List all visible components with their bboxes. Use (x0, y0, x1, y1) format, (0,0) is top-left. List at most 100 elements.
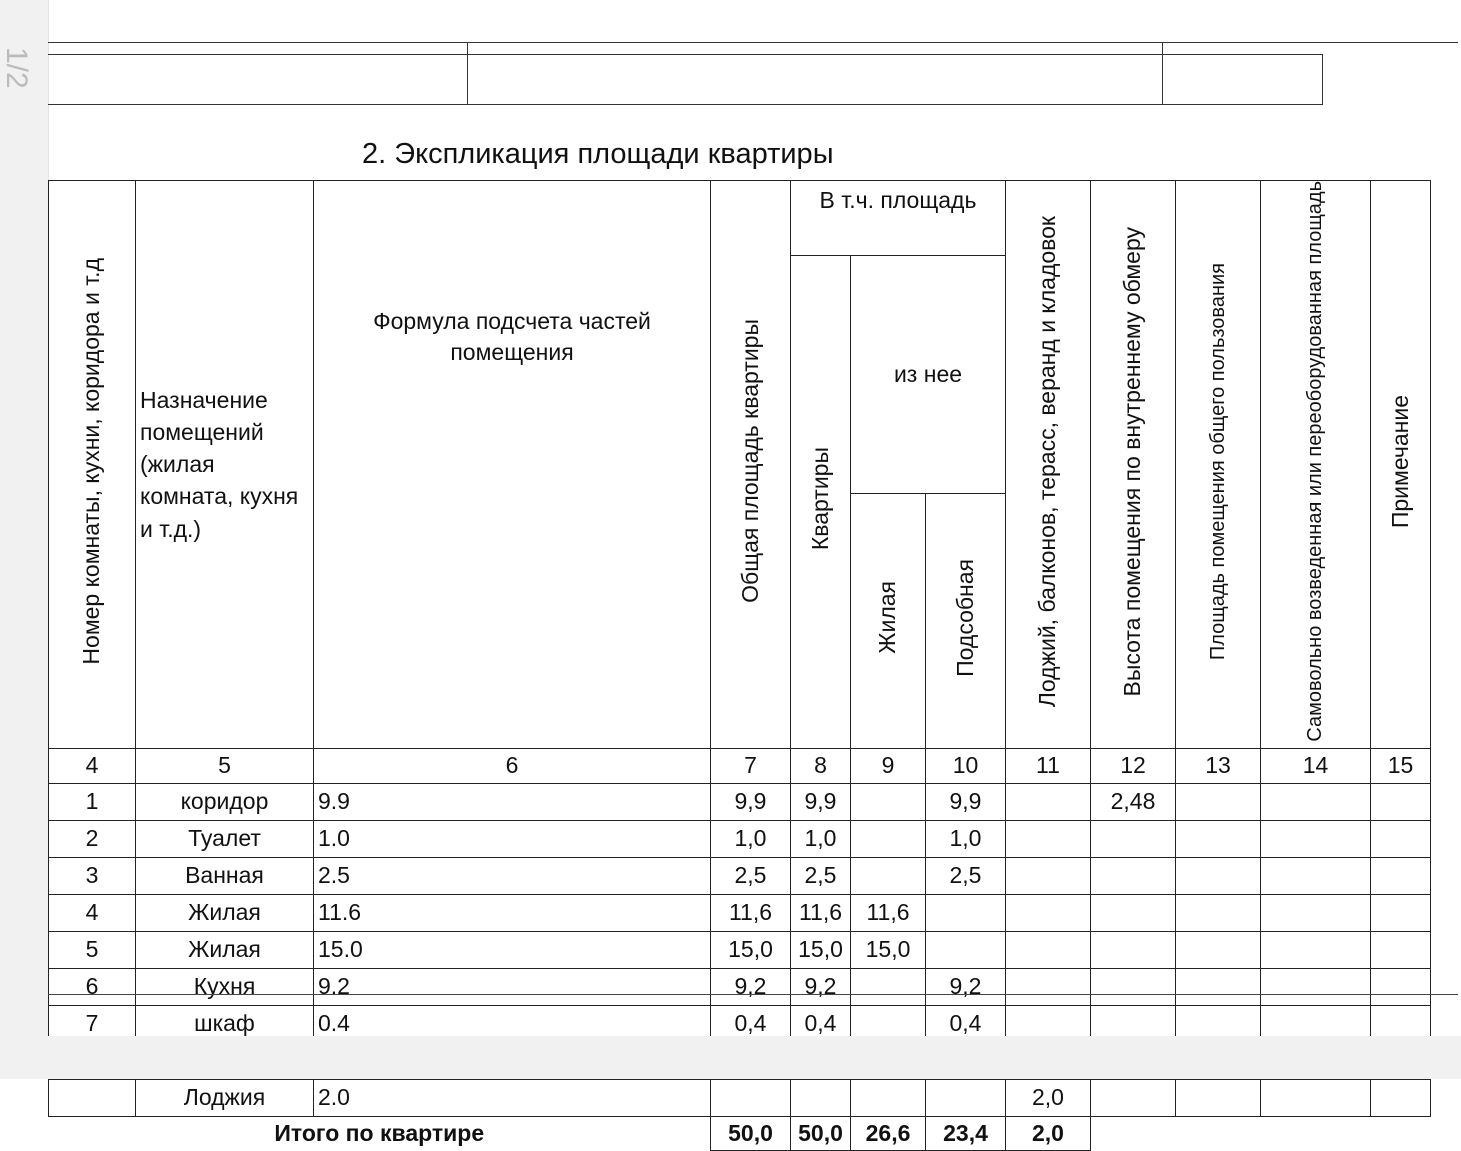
empty-cell (1370, 1115, 1431, 1151)
table-cell: Кухня (135, 967, 314, 1006)
table-cell: 15,0 (790, 930, 851, 969)
table-cell: 2,0 (1005, 1078, 1091, 1117)
table-cell (1260, 819, 1371, 858)
table-cell (925, 893, 1006, 932)
header-loggias: Лоджий, балконов, терасс, веранд и кладо… (1005, 180, 1091, 749)
table-cell: 11.6 (313, 893, 711, 932)
empty-cell (1175, 1115, 1261, 1151)
table-cell (790, 1078, 851, 1117)
total-value: 2,0 (1005, 1115, 1091, 1151)
table-cell (1260, 893, 1371, 932)
total-value: 23,4 (925, 1115, 1006, 1151)
table-cell (1090, 893, 1176, 932)
table-cell: 2 (48, 819, 136, 858)
header-total-area: Общая площадь квартиры (710, 180, 791, 749)
total-value: 50,0 (710, 1115, 791, 1151)
column-number: 9 (850, 747, 926, 784)
total-value: 26,6 (850, 1115, 926, 1151)
column-number: 15 (1370, 747, 1431, 784)
table-cell (1260, 930, 1371, 969)
table-cell: 4 (48, 893, 136, 932)
table-row: 5 Жилая 15.0 15,0 15,0 15,0 (48, 930, 1431, 969)
table-cell (1005, 819, 1091, 858)
table-cell (1090, 930, 1176, 969)
table-cell: 9.9 (313, 782, 711, 821)
table-cell (710, 1078, 791, 1117)
table-cell (1260, 1078, 1371, 1117)
previous-table-fragment (48, 42, 1458, 105)
header-living: Жилая (850, 492, 926, 749)
table-cell (925, 930, 1006, 969)
table-cell: 15.0 (313, 930, 711, 969)
table-cell: Жилая (135, 893, 314, 932)
table-row: Лоджия 2.0 2,0 (48, 1078, 1431, 1117)
table-cell: 15,0 (850, 930, 926, 969)
table-cell: 11,6 (790, 893, 851, 932)
table-cell: 11,6 (850, 893, 926, 932)
table-cell: 9,9 (925, 782, 1006, 821)
table-cell: 15,0 (710, 930, 791, 969)
table-cell: 9.2 (313, 967, 711, 1006)
table-cell (1175, 930, 1261, 969)
table-row: 1 коридор 9.9 9,9 9,9 9,9 2,48 (48, 782, 1431, 821)
table-cell: 1,0 (790, 819, 851, 858)
table-row: 2 Туалет 1.0 1,0 1,0 1,0 (48, 819, 1431, 858)
table-cell (1090, 819, 1176, 858)
table-cell (1370, 893, 1431, 932)
header-unauthorized-area: Самовольно возведенная или переоборудова… (1260, 180, 1371, 749)
table-cell (1175, 856, 1261, 895)
table-cell: 6 (48, 967, 136, 1006)
table-cell (1370, 1078, 1431, 1117)
table-cell: 9,2 (790, 967, 851, 1006)
header-apartment: Квартиры (790, 255, 851, 749)
header-note: Примечание (1370, 180, 1431, 749)
header-purpose: Назначение помещений (жилая комната, кух… (135, 180, 314, 749)
column-number: 8 (790, 747, 851, 784)
viewer-side-strip: 1/2 (0, 0, 49, 1079)
empty-cell (1090, 1115, 1176, 1151)
table-cell: коридор (135, 782, 314, 821)
table-cell: 9,2 (925, 967, 1006, 1006)
table-cell: 2.0 (313, 1078, 711, 1117)
column-number: 7 (710, 747, 791, 784)
table-cell (1175, 782, 1261, 821)
table-cell (1370, 930, 1431, 969)
table-cell: 11,6 (710, 893, 791, 932)
column-number: 11 (1005, 747, 1091, 784)
header-including-area: В т.ч. площадь (790, 180, 1006, 256)
table-cell (1370, 819, 1431, 858)
table-cell (850, 819, 926, 858)
table-cell (1005, 856, 1091, 895)
column-number: 4 (48, 747, 136, 784)
column-number: 14 (1260, 747, 1371, 784)
table-cell (850, 856, 926, 895)
table-cell (1005, 930, 1091, 969)
table-row: 4 Жилая 11.6 11,6 11,6 11,6 (48, 893, 1431, 932)
column-number-row: 4 5 6 7 8 9 10 11 12 13 14 15 (48, 747, 1431, 784)
table-cell: 2,48 (1090, 782, 1176, 821)
table-cell: 1,0 (925, 819, 1006, 858)
header-room-number: Номер комнаты, кухни, коридора и т.д (48, 180, 136, 749)
header-of-which: из нее (850, 255, 1006, 494)
total-label: Итого по квартире (48, 1115, 711, 1151)
table-cell: 1 (48, 782, 136, 821)
total-row: Итого по квартире 50,0 50,0 26,6 23,4 2,0 (48, 1115, 1431, 1151)
header-common-area: Площадь помещения общего пользования (1175, 180, 1261, 749)
header-height: Высота помещения по внутреннему обмеру (1090, 180, 1176, 749)
empty-cell (1260, 1115, 1371, 1151)
table-cell (1175, 967, 1261, 1006)
table-cell: 2,5 (790, 856, 851, 895)
table-cell (1090, 967, 1176, 1006)
table-cell: Лоджия (135, 1078, 314, 1117)
bottom-border-line (48, 994, 1458, 995)
table-row: 6 Кухня 9.2 9,2 9,2 9,2 (48, 967, 1431, 1006)
table-cell: 2,5 (925, 856, 1006, 895)
total-value: 50,0 (790, 1115, 851, 1151)
table-cell (1370, 782, 1431, 821)
table-cell (850, 967, 926, 1006)
table-cell (1260, 967, 1371, 1006)
table-cell (1090, 856, 1176, 895)
table-cell: 9,9 (710, 782, 791, 821)
column-number: 6 (313, 747, 711, 784)
table-cell: 9,2 (710, 967, 791, 1006)
